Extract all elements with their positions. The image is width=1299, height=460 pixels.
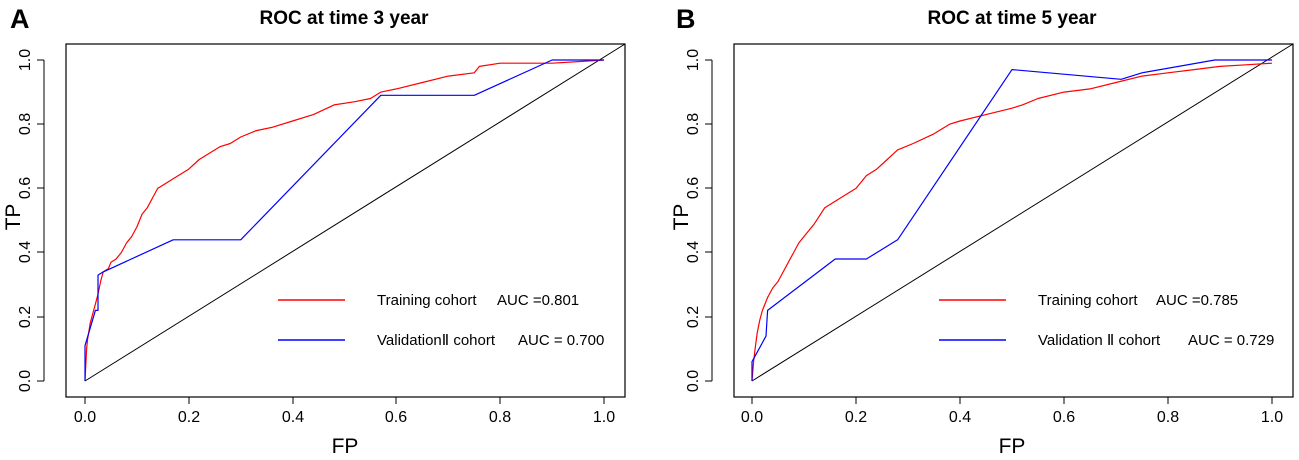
panel-b-legend: Training cohort AUC =0.785 Validation Ⅱ … xyxy=(939,292,1274,349)
panel-b-y-tick-label: 0.6 xyxy=(685,177,702,199)
panel-a-legend: Training cohort AUC =0.801 ValidationⅡ c… xyxy=(278,292,604,349)
panel-b-x-tick-label: 0.0 xyxy=(741,409,763,426)
panel-b-y-tick-label: 0.8 xyxy=(685,113,702,135)
panel-a: A ROC at time 3 year 0.0 0.2 0.4 0.6 0.8… xyxy=(2,4,626,458)
panel-a-diagonal-reference xyxy=(84,43,626,382)
panel-b-legend-name-validation: Validation Ⅱ cohort xyxy=(1038,332,1161,349)
panel-a-y-tick-labels: 0.0 0.2 0.4 0.6 0.8 1.0 xyxy=(17,49,34,392)
panel-a-x-tick-label: 0.4 xyxy=(282,409,304,426)
panel-b-y-tick-label: 1.0 xyxy=(685,49,702,71)
panel-b-legend-name-training: Training cohort xyxy=(1038,292,1138,309)
panel-b-training-cohort-line xyxy=(751,62,1273,382)
panel-a-legend-name-validation: ValidationⅡ cohort xyxy=(377,332,496,349)
panel-a-x-tick-label: 0.0 xyxy=(74,409,96,426)
panel-a-y-tick-label: 0.4 xyxy=(17,241,34,263)
panel-a-x-tick-labels: 0.0 0.2 0.4 0.6 0.8 1.0 xyxy=(74,409,615,426)
panel-a-legend-name-training: Training cohort xyxy=(377,292,477,309)
panel-a-y-tick-label: 1.0 xyxy=(17,49,34,71)
panel-a-title: ROC at time 3 year xyxy=(260,8,430,29)
panel-b-y-tick-label: 0.2 xyxy=(685,306,702,328)
panel-a-y-tick-label: 0.8 xyxy=(17,113,34,135)
panel-a-y-axis-title: TP xyxy=(2,204,25,231)
panel-b-y-tick-labels: 0.0 0.2 0.4 0.6 0.8 1.0 xyxy=(685,49,702,392)
panel-a-legend-auc-training: AUC =0.801 xyxy=(497,292,579,309)
panel-a-x-tick-label: 1.0 xyxy=(593,409,615,426)
panel-b-legend-auc-validation: AUC = 0.729 xyxy=(1188,332,1274,349)
panel-a-training-cohort-line xyxy=(84,59,605,382)
panel-b-x-tick-label: 0.6 xyxy=(1053,409,1075,426)
panel-a-legend-auc-validation: AUC = 0.700 xyxy=(518,332,604,349)
panel-b-letter: B xyxy=(676,4,696,34)
panel-b-x-axis-title: FP xyxy=(999,435,1026,458)
panel-a-y-tick-label: 0.2 xyxy=(17,306,34,328)
panel-b-x-ticks xyxy=(751,397,1273,404)
panel-b-validation-cohort-line xyxy=(751,59,1272,381)
panel-a-x-tick-label: 0.2 xyxy=(178,409,200,426)
panel-b-y-tick-label: 0.4 xyxy=(685,241,702,263)
panel-a-validation-cohort-line xyxy=(84,59,604,381)
panel-a-x-tick-label: 0.6 xyxy=(385,409,407,426)
panel-b-legend-auc-training: AUC =0.785 xyxy=(1156,292,1238,309)
panel-b-y-tick-label: 0.0 xyxy=(685,370,702,392)
panel-b-x-tick-label: 0.4 xyxy=(949,409,971,426)
panel-b-title: ROC at time 5 year xyxy=(928,8,1098,29)
panel-b-y-axis-title: TP xyxy=(670,204,693,231)
panel-b: B ROC at time 5 year 0.0 0.2 0.4 0.6 0.8… xyxy=(670,4,1294,458)
panel-b-y-ticks xyxy=(705,59,712,382)
panel-a-x-tick-label: 0.8 xyxy=(489,409,511,426)
panel-a-y-ticks xyxy=(37,59,44,382)
panel-a-x-axis-title: FP xyxy=(332,435,359,458)
panel-b-diagonal-reference xyxy=(751,43,1294,382)
panel-a-y-tick-label: 0.6 xyxy=(17,177,34,199)
panel-a-y-tick-label: 0.0 xyxy=(17,370,34,392)
panel-b-x-tick-label: 1.0 xyxy=(1261,409,1283,426)
panel-b-x-tick-labels: 0.0 0.2 0.4 0.6 0.8 1.0 xyxy=(741,409,1283,426)
panel-a-letter: A xyxy=(10,4,30,34)
panel-a-x-ticks xyxy=(84,397,605,404)
panel-b-x-tick-label: 0.2 xyxy=(845,409,867,426)
panel-b-x-tick-label: 0.8 xyxy=(1157,409,1179,426)
